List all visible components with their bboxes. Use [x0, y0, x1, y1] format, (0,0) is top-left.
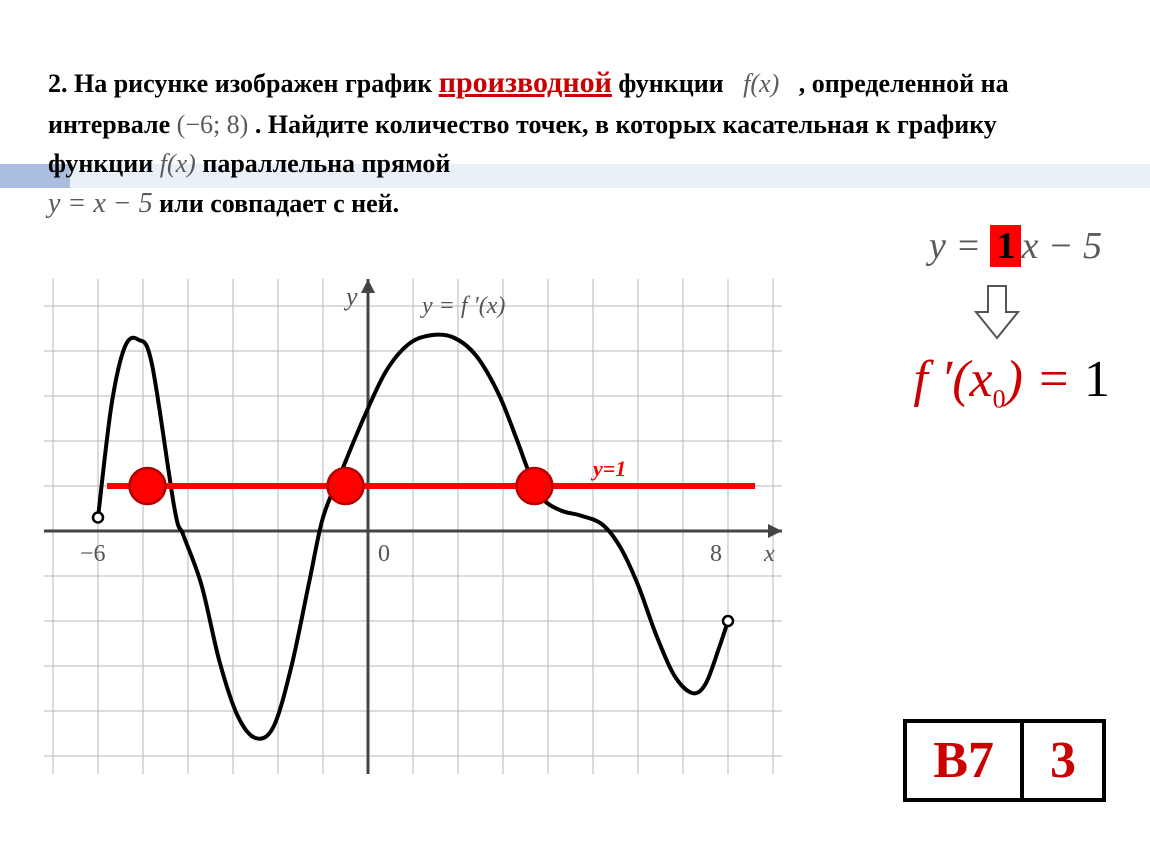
problem-statement: 2. На рисунке изображен график производн… — [48, 60, 1102, 225]
derivative-chart: y x y = f ′(x) 0 8 −6 y=1 — [20, 266, 820, 796]
text-prefix-4: параллельна прямой — [202, 149, 450, 178]
svg-text:y=1: y=1 — [590, 456, 626, 481]
fprime-left: f ′(x — [913, 351, 992, 408]
equation-with-coef: y = 1x − 5 — [929, 224, 1102, 268]
down-arrow-icon — [974, 284, 1020, 345]
formula-line: y = x − 5 — [48, 188, 153, 219]
text-highlight: производной — [439, 66, 612, 99]
answer-box: B7 3 — [903, 719, 1106, 802]
svg-text:−6: −6 — [80, 541, 106, 567]
eq-boxed-coef: 1 — [990, 225, 1021, 267]
svg-text:x: x — [763, 541, 775, 567]
answer-label: B7 — [905, 721, 1022, 800]
svg-text:y: y — [343, 282, 358, 311]
svg-text:y = f ′(x): y = f ′(x) — [420, 293, 505, 319]
answer-value: 3 — [1022, 721, 1104, 800]
formula-interval: (−6; 8) — [177, 110, 249, 139]
eq-y-equals: y = — [929, 225, 981, 267]
formula-fx-2: f(x) — [160, 149, 196, 178]
fprime-value: 1 — [1084, 351, 1110, 408]
text-after-highlight: функции — [618, 69, 730, 98]
fprime-right: ) = — [1006, 351, 1084, 408]
svg-text:0: 0 — [378, 541, 390, 567]
text-prefix-1: 2. На рисунке изображен график — [48, 69, 439, 98]
formula-fx-1: f(x) — [743, 69, 779, 98]
eq-x-minus-5: x − 5 — [1021, 225, 1102, 267]
text-suffix: или совпадает с ней. — [159, 189, 399, 218]
derivative-equation: f ′(x0) = 1 — [913, 350, 1110, 414]
fprime-sub: 0 — [993, 384, 1006, 413]
svg-text:8: 8 — [710, 541, 722, 567]
